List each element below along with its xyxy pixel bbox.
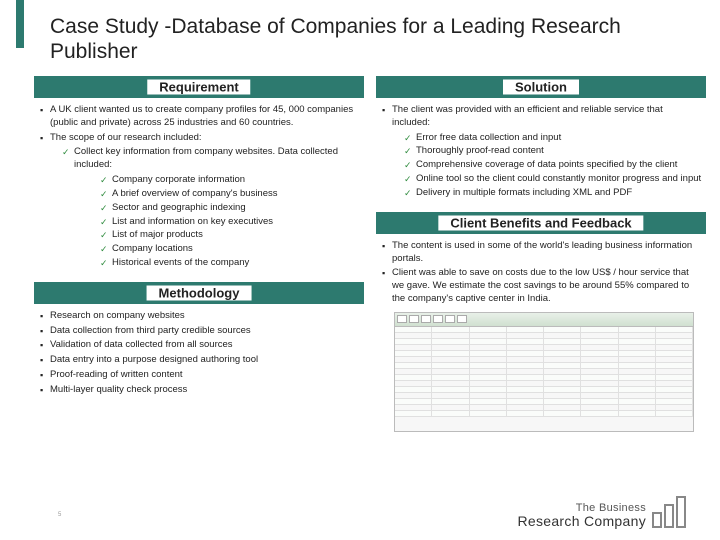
requirement-header: Requirement (34, 76, 364, 98)
req-item: Company corporate information (98, 174, 360, 187)
req-sub-text: Collect key information from company web… (74, 146, 338, 170)
requirement-body: A UK client wanted us to create company … (34, 98, 364, 276)
benefits-body: The content is used in some of the world… (376, 234, 706, 436)
solution-body: The client was provided with an efficien… (376, 98, 706, 206)
right-column: Solution The client was provided with an… (376, 76, 706, 436)
method-item: Data entry into a purpose designed autho… (38, 354, 360, 367)
req-bullet: A UK client wanted us to create company … (38, 104, 360, 130)
req-bullet-text: The scope of our research included: (50, 132, 202, 143)
methodology-header: Methodology (34, 282, 364, 304)
thumb-toolbar (395, 313, 693, 327)
slide-title: Case Study -Database of Companies for a … (50, 14, 670, 64)
logo-bars-icon (652, 494, 692, 528)
method-item: Research on company websites (38, 310, 360, 323)
company-logo: The Business Research Company (517, 494, 692, 528)
method-item: Multi-layer quality check process (38, 384, 360, 397)
logo-line2: Research Company (517, 514, 646, 528)
req-item: List and information on key executives (98, 216, 360, 229)
requirement-header-text: Requirement (147, 80, 250, 95)
req-item: List of major products (98, 229, 360, 242)
sol-item: Error free data collection and input (402, 132, 702, 145)
sol-item: Delivery in multiple formats including X… (402, 187, 702, 200)
req-item: Historical events of the company (98, 257, 360, 270)
req-bullet: The scope of our research included: Coll… (38, 132, 360, 270)
benefit-item: The content is used in some of the world… (380, 240, 702, 266)
benefits-block: Client Benefits and Feedback The content… (376, 212, 706, 436)
sol-intro: The client was provided with an efficien… (392, 104, 663, 128)
benefit-item: Client was able to save on costs due to … (380, 267, 702, 305)
req-item: Sector and geographic indexing (98, 202, 360, 215)
sol-item: Comprehensive coverage of data points sp… (402, 159, 702, 172)
page-number: 5 (58, 512, 61, 518)
tool-screenshot (394, 312, 694, 432)
sol-item: Thoroughly proof-read content (402, 145, 702, 158)
methodology-block: Methodology Research on company websites… (34, 282, 364, 403)
solution-header: Solution (376, 76, 706, 98)
thumb-grid (395, 327, 693, 431)
sol-bullet: The client was provided with an efficien… (380, 104, 702, 200)
benefits-header: Client Benefits and Feedback (376, 212, 706, 234)
method-item: Validation of data collected from all so… (38, 339, 360, 352)
method-item: Proof-reading of written content (38, 369, 360, 382)
solution-header-text: Solution (503, 80, 579, 95)
accent-stripe (16, 0, 24, 48)
req-item: Company locations (98, 243, 360, 256)
req-item: A brief overview of company's business (98, 188, 360, 201)
methodology-header-text: Methodology (147, 285, 252, 300)
sol-item: Online tool so the client could constant… (402, 173, 702, 186)
methodology-body: Research on company websites Data collec… (34, 304, 364, 403)
req-sub: Collect key information from company web… (60, 146, 360, 269)
method-item: Data collection from third party credibl… (38, 325, 360, 338)
benefits-header-text: Client Benefits and Feedback (438, 215, 643, 230)
left-column: Requirement A UK client wanted us to cre… (34, 76, 364, 403)
